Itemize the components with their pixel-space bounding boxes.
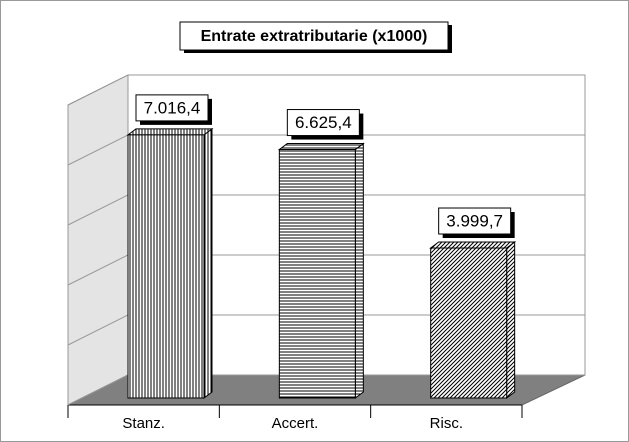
side-grid-line (67, 134, 129, 166)
x-tick-label: Accert. (272, 415, 319, 432)
x-tick-label: Risc. (430, 415, 463, 432)
chart-title: Entrate extratributarie (x1000) (201, 28, 428, 45)
value-label: 7.016,4 (144, 98, 201, 117)
bar-side (354, 142, 364, 399)
bar (127, 134, 205, 399)
bar-side (203, 127, 213, 399)
value-label-box (135, 94, 209, 122)
side-grid-line (67, 194, 129, 226)
side-grid-line (67, 254, 129, 286)
side-wall (67, 74, 129, 406)
value-label: 6.625,4 (295, 113, 352, 132)
value-label-box (286, 109, 360, 137)
side-grid-line (67, 74, 129, 106)
bar (278, 149, 356, 399)
bar-top (126, 128, 214, 136)
bar (430, 247, 508, 399)
bar-top (277, 143, 365, 151)
x-tick-label: Stanz. (122, 415, 165, 432)
side-grid-line (67, 314, 129, 346)
bar-side (506, 241, 516, 399)
side-grid-line (67, 374, 129, 406)
value-label-box (438, 207, 512, 235)
bar-top (429, 241, 517, 249)
value-label: 3.999,7 (446, 211, 503, 230)
title-box (179, 21, 449, 51)
